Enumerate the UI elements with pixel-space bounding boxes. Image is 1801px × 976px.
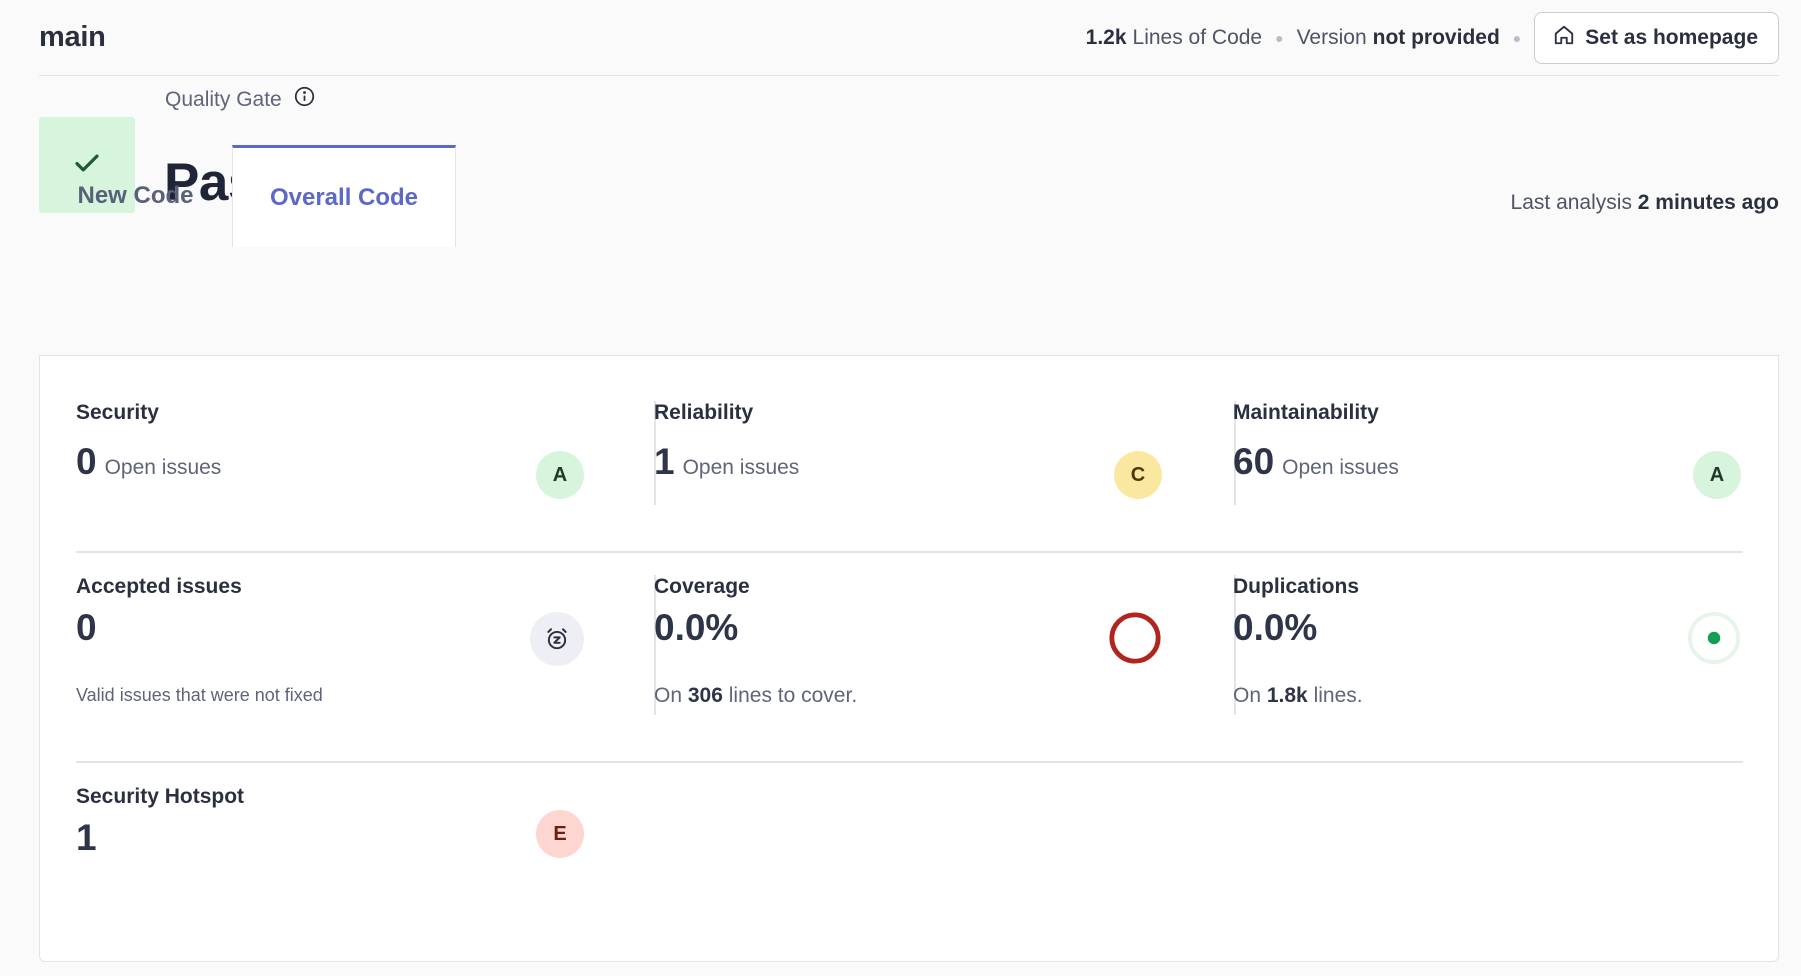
security-hotspot-card[interactable]: Security Hotspot 1 E — [76, 785, 584, 885]
reliability-title: Reliability — [654, 401, 754, 424]
security-rating-badge[interactable]: A — [536, 451, 584, 499]
security-hotspot-rating-badge[interactable]: E — [536, 810, 584, 858]
security-value[interactable]: 0 — [76, 441, 97, 482]
tab-new-code[interactable]: New Code — [77, 181, 194, 209]
duplications-title: Duplications — [1233, 575, 1360, 598]
maintainability-value[interactable]: 60 — [1233, 441, 1275, 482]
separator-dot: ● — [1512, 29, 1522, 46]
duplications-card[interactable]: Duplications 0.0% On 1.8k lines. — [1233, 575, 1741, 715]
set-homepage-label: Set as homepage — [1585, 25, 1758, 49]
snooze-icon — [530, 612, 584, 666]
security-title: Security — [76, 401, 159, 424]
tab-overall-code[interactable]: Overall Code — [232, 145, 456, 247]
column-divider — [1234, 575, 1236, 715]
accepted-issues-description: Valid issues that were not fixed — [76, 685, 323, 705]
reliability-unit: Open issues — [682, 456, 800, 479]
security-unit: Open issues — [104, 456, 222, 479]
duplications-lines-suffix: lines. — [1313, 684, 1363, 707]
overview-page: main 1.2k Lines of Code ● Version not pr… — [39, 0, 1779, 962]
reliability-value[interactable]: 1 — [654, 441, 675, 482]
accepted-issues-card[interactable]: Accepted issues 0 Valid issues that were… — [76, 575, 584, 715]
security-hotspot-value-row: 1 — [76, 817, 584, 859]
coverage-lines-suffix: lines to cover. — [728, 684, 858, 707]
quality-row: Accepted issues 0 Valid issues that were… — [76, 575, 1743, 715]
coverage-ring-icon — [1108, 611, 1162, 665]
coverage-card[interactable]: Coverage 0.0% On 306 lines to cover. — [654, 575, 1162, 715]
maintainability-title: Maintainability — [1233, 401, 1379, 424]
version-value: not provided — [1372, 25, 1500, 49]
quality-gate-label-row: Quality Gate — [165, 86, 315, 113]
last-analysis-value: 2 minutes ago — [1637, 191, 1779, 214]
set-homepage-button[interactable]: Set as homepage — [1534, 11, 1779, 64]
duplications-lines-value[interactable]: 1.8k — [1266, 684, 1308, 707]
branch-header: main 1.2k Lines of Code ● Version not pr… — [39, 0, 1779, 76]
loc-value: 1.2k — [1085, 25, 1127, 49]
maintainability-unit: Open issues — [1282, 456, 1399, 479]
hotspot-row: Security Hotspot 1 E — [76, 785, 1743, 885]
quality-gate-label: Quality Gate — [165, 87, 282, 111]
check-icon — [72, 148, 102, 183]
metrics-panel: Security 0 Open issues A Reliability 1 O… — [39, 355, 1779, 962]
maintainability-value-row: 60 Open issues — [1233, 441, 1741, 483]
column-divider — [654, 401, 656, 505]
duplications-indicator-icon — [1687, 611, 1741, 665]
quality-gate-status-box — [39, 117, 135, 213]
column-divider — [654, 575, 656, 715]
maintainability-card[interactable]: Maintainability 60 Open issues A — [1233, 401, 1741, 509]
duplications-value-row: 0.0% — [1233, 607, 1741, 649]
accepted-issues-value-row: 0 — [76, 607, 584, 649]
row-divider — [76, 551, 1743, 553]
coverage-lines-value[interactable]: 306 — [687, 684, 723, 707]
maintainability-rating-badge[interactable]: A — [1693, 451, 1741, 499]
project-meta: 1.2k Lines of Code ● Version not provide… — [1085, 11, 1779, 64]
security-hotspot-title: Security Hotspot — [76, 785, 245, 808]
reliability-rating-badge[interactable]: C — [1114, 451, 1162, 499]
loc-label: Lines of Code — [1132, 25, 1263, 49]
duplications-lines: On 1.8k lines. — [1233, 684, 1363, 708]
issues-row: Security 0 Open issues A Reliability 1 O… — [76, 401, 1743, 509]
security-hotspot-value[interactable]: 1 — [76, 817, 97, 858]
code-tabs: New Code Overall Code — [39, 145, 1779, 247]
column-divider — [1234, 401, 1236, 505]
coverage-title: Coverage — [654, 575, 750, 598]
home-icon — [1553, 24, 1575, 52]
branch-name: main — [39, 21, 106, 53]
row-divider — [76, 761, 1743, 763]
last-analysis-label: Last analysis — [1510, 191, 1632, 214]
last-analysis: Last analysis 2 minutes ago — [1511, 191, 1779, 215]
security-value-row: 0 Open issues — [76, 441, 584, 483]
version-label: Version — [1296, 25, 1367, 49]
accepted-issues-value[interactable]: 0 — [76, 607, 97, 648]
duplications-value[interactable]: 0.0% — [1233, 607, 1318, 648]
security-card[interactable]: Security 0 Open issues A — [76, 401, 584, 509]
separator-dot: ● — [1275, 29, 1284, 46]
reliability-card[interactable]: Reliability 1 Open issues C — [654, 401, 1162, 509]
coverage-value[interactable]: 0.0% — [654, 607, 739, 648]
reliability-value-row: 1 Open issues — [654, 441, 1162, 483]
duplications-on-label: On — [1233, 684, 1262, 707]
coverage-on-label: On — [654, 684, 683, 707]
info-icon[interactable] — [294, 86, 315, 113]
coverage-value-row: 0.0% — [654, 607, 1162, 649]
accepted-issues-title: Accepted issues — [76, 575, 242, 598]
coverage-lines: On 306 lines to cover. — [654, 684, 857, 708]
